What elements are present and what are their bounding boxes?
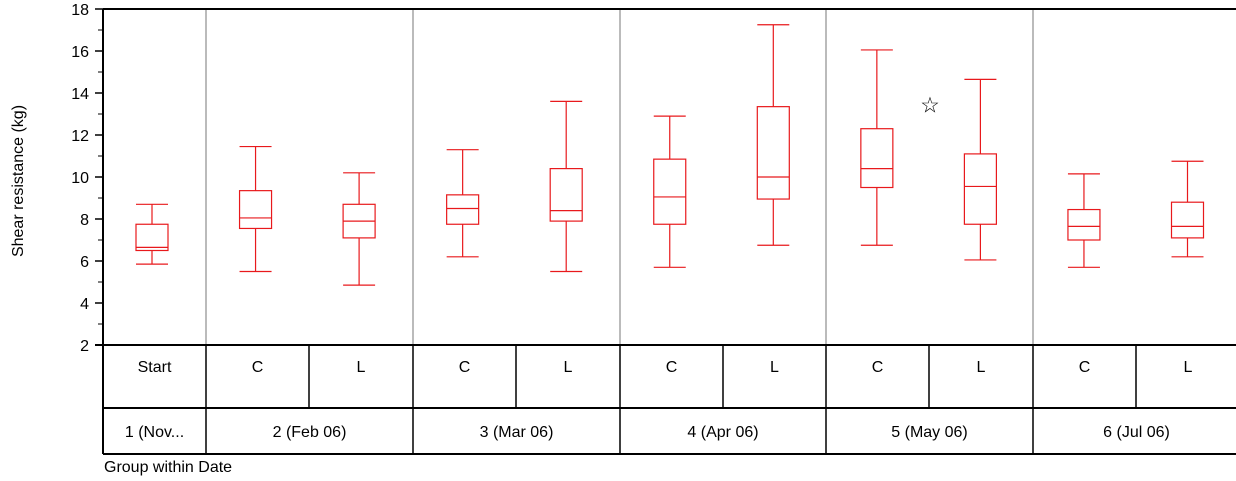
date-label: 1 (Nov... — [125, 424, 184, 441]
category-table: Start C L C L C L C L C L 1 (Nov... 2 (Feb 06) 3 (Mar… — [103, 345, 1236, 455]
box-2 — [342, 172, 376, 286]
y-tick-label: 6 — [80, 254, 89, 271]
box-iqr — [756, 106, 790, 200]
box-9 — [1067, 173, 1101, 268]
group-label: L — [357, 359, 366, 376]
y-tick-label: 18 — [71, 2, 89, 19]
box-6 — [756, 24, 790, 246]
y-axis-label: Shear resistance (kg) — [10, 105, 27, 257]
box-10 — [1170, 160, 1205, 258]
date-label: 2 (Feb 06) — [273, 424, 347, 441]
box-4 — [549, 100, 583, 273]
y-tick-label: 2 — [80, 338, 89, 355]
group-label: L — [770, 359, 779, 376]
y-tick-label: 12 — [71, 128, 89, 145]
box-0 — [135, 203, 169, 265]
box-iqr — [1067, 208, 1101, 241]
y-tick-label: 10 — [71, 170, 89, 187]
date-label: 4 (Apr 06) — [687, 424, 758, 441]
box-iqr — [1170, 201, 1205, 239]
group-label: L — [1184, 359, 1193, 376]
box-iqr — [238, 190, 273, 230]
date-label: 3 (Mar 06) — [480, 424, 554, 441]
group-label: C — [459, 359, 471, 376]
box-8 — [963, 78, 998, 261]
y-ticks: 2 4 6 8 10 12 14 16 18 — [71, 2, 103, 355]
annotations: ☆ — [920, 93, 940, 118]
group-label: L — [977, 359, 986, 376]
date-label: 6 (Jul 06) — [1103, 424, 1170, 441]
y-tick-label: 16 — [71, 44, 89, 61]
box-iqr — [549, 168, 583, 222]
box-iqr — [446, 194, 480, 225]
box-7 — [860, 49, 894, 246]
date-separators — [205, 9, 1034, 345]
group-label: Start — [138, 359, 172, 376]
box-3 — [446, 149, 480, 258]
box-series — [135, 24, 1205, 286]
box-5 — [653, 115, 687, 268]
group-label: C — [1079, 359, 1091, 376]
star-marker: ☆ — [920, 93, 940, 118]
y-tick-label: 8 — [80, 212, 89, 229]
box-iqr — [963, 153, 998, 225]
group-label: C — [666, 359, 678, 376]
y-tick-label: 14 — [71, 86, 89, 103]
group-label: C — [872, 359, 884, 376]
group-label: L — [564, 359, 573, 376]
y-tick-label: 4 — [80, 296, 89, 313]
axes — [95, 8, 1236, 454]
box-iqr — [860, 128, 894, 189]
box-1 — [238, 145, 273, 273]
box-iqr — [135, 223, 169, 252]
x-axis-label: Group within Date — [104, 459, 232, 476]
box-iqr — [653, 158, 687, 225]
group-label: C — [252, 359, 264, 376]
date-label: 5 (May 06) — [891, 424, 967, 441]
